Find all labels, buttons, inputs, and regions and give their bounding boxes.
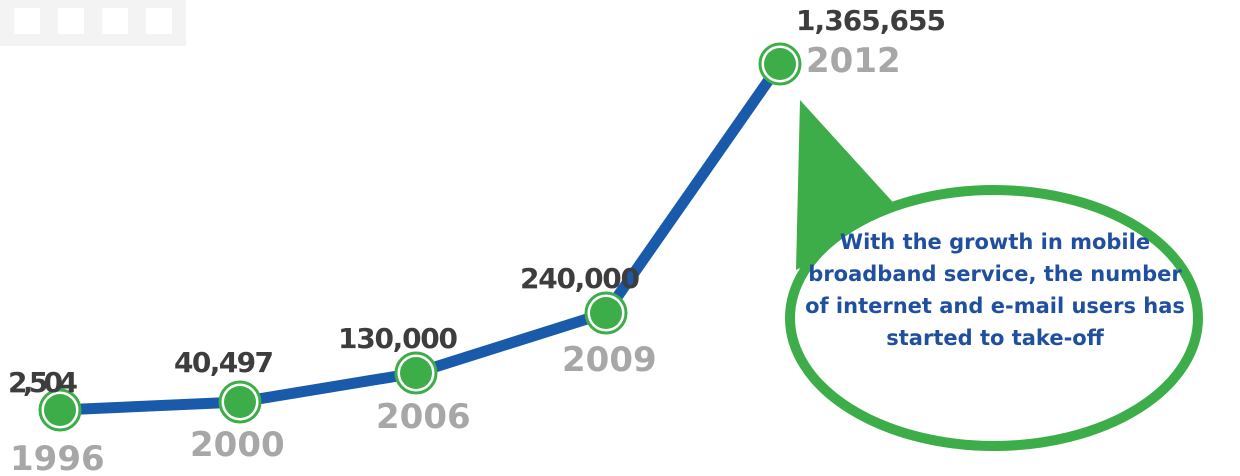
year-label: 1996 [10,439,105,476]
decoration-block [146,8,172,34]
data-point-2000 [218,380,262,424]
data-labels: 2,504 1996 40,497 2000 130,000 2006 240,000 200… [8,4,946,476]
callout-ellipse [785,185,1203,451]
marker-dot [400,357,432,389]
data-point-2012 [758,42,802,86]
value-label: 130,000 [338,322,458,355]
callout-bubble [785,100,1203,451]
callout-pointer [796,100,900,270]
year-label: 2012 [806,41,901,81]
marker-dot [224,386,256,418]
value-label: 40,497 [174,346,274,379]
year-label: 2000 [190,425,285,465]
corner-decoration [0,0,186,46]
data-markers [38,42,802,432]
year-label: 2006 [376,397,471,437]
data-point-2006 [394,351,438,395]
value-label: 240,000 [520,262,640,295]
marker-dot [590,297,622,329]
data-point-2009 [584,291,628,335]
data-point-1996 [38,388,82,432]
marker-dot [44,394,76,426]
value-label: 1,365,655 [796,4,946,37]
decoration-block [102,8,128,34]
value-label: 2,504 [8,366,78,399]
decoration-block [14,8,40,34]
year-label: 2009 [562,340,657,380]
decoration-block [58,8,84,34]
callout-text: With the growth in mobile broadband serv… [805,230,1185,350]
marker-dot [764,48,796,80]
